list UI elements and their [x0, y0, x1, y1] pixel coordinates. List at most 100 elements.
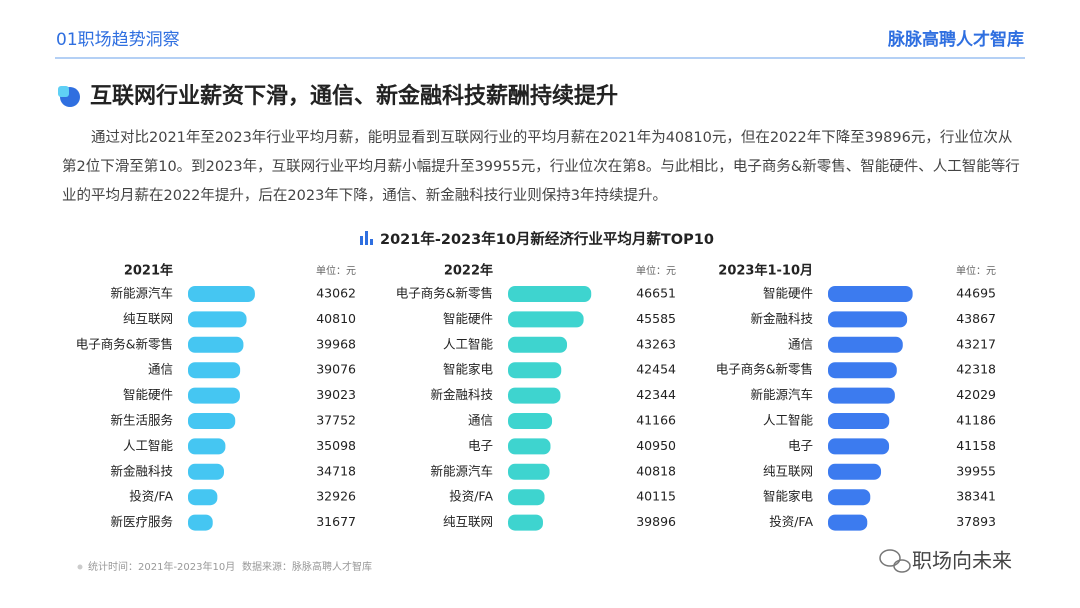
category-label: 纯互联网: [443, 514, 493, 529]
watermark: 职场向未来: [912, 549, 1012, 573]
category-label: 智能硬件: [763, 286, 813, 301]
value-label: 37752: [316, 413, 356, 428]
value-label: 34718: [316, 463, 356, 478]
category-label: 电子商务&新零售: [716, 362, 813, 377]
bar: [828, 286, 913, 302]
bar: [828, 336, 903, 353]
value-label: 43062: [316, 286, 356, 301]
figure-icon: [360, 231, 373, 245]
category-label: 新能源汽车: [430, 463, 493, 478]
bar: [828, 514, 868, 531]
bar: [188, 489, 218, 506]
category-label: 电子商务&新零售: [396, 286, 493, 301]
bar: [188, 311, 247, 328]
value-label: 39023: [316, 387, 356, 402]
value-label: 38341: [956, 489, 996, 504]
unit-label: 单位：元: [316, 264, 356, 277]
value-label: 32926: [316, 489, 356, 504]
bar: [188, 286, 255, 302]
value-label: 42344: [636, 387, 676, 402]
footnote-dot: [77, 564, 83, 570]
category-label: 智能硬件: [443, 311, 493, 326]
value-label: 37893: [956, 514, 996, 529]
footnote-time: 统计时间：2021年-2023年10月: [88, 560, 235, 573]
bar: [828, 489, 871, 506]
value-label: 35098: [316, 438, 356, 453]
panel-title: 2023年1-10月: [718, 263, 813, 279]
value-label: 39955: [956, 463, 996, 478]
bar: [508, 489, 545, 506]
bar: [508, 438, 551, 455]
value-label: 41166: [636, 413, 676, 428]
category-label: 纯互联网: [123, 311, 173, 326]
value-label: 39968: [316, 336, 356, 351]
bar: [508, 311, 584, 328]
section-label: 01职场趋势洞察: [56, 30, 180, 50]
bar: [188, 438, 226, 455]
value-label: 45585: [636, 311, 676, 326]
panel-title: 2021年: [124, 263, 173, 279]
value-label: 39076: [316, 362, 356, 377]
value-label: 42318: [956, 362, 996, 377]
category-label: 新能源汽车: [750, 387, 813, 402]
bar: [188, 413, 236, 429]
watermark-icon: [879, 549, 911, 573]
bar: [188, 362, 241, 379]
bar: [188, 387, 240, 404]
bar: [188, 514, 213, 531]
bar: [828, 362, 897, 379]
bar: [508, 387, 561, 404]
category-label: 新生活服务: [110, 413, 173, 428]
category-label: 智能家电: [763, 489, 814, 504]
brand: 脉脉高聘人才智库: [887, 29, 1024, 50]
category-label: 投资/FA: [769, 514, 813, 529]
category-label: 通信: [468, 413, 493, 428]
value-label: 39896: [636, 514, 676, 529]
value-label: 46651: [636, 286, 676, 301]
headline-icon: [58, 86, 80, 107]
category-label: 新金融科技: [750, 311, 813, 326]
bar: [508, 413, 553, 429]
value-label: 43263: [636, 336, 676, 351]
value-label: 44695: [956, 286, 996, 301]
bar: [188, 336, 244, 353]
bar: [828, 311, 908, 328]
category-label: 投资/FA: [449, 489, 493, 504]
paragraph: 通过对比2021年至2023年行业平均月薪，能明显看到互联网行业的平均月薪在20…: [62, 130, 1020, 204]
category-label: 电子: [468, 438, 493, 453]
category-label: 智能家电: [443, 362, 494, 377]
bar: [828, 387, 895, 404]
bar: [508, 336, 568, 353]
headline: 互联网行业薪资下滑，通信、新金融科技薪酬持续提升: [90, 83, 618, 109]
bar: [828, 438, 890, 455]
category-label: 新金融科技: [110, 463, 173, 478]
bar: [508, 463, 550, 480]
category-label: 电子商务&新零售: [76, 336, 173, 351]
value-label: 40818: [636, 463, 676, 478]
value-label: 40115: [636, 489, 676, 504]
category-label: 新金融科技: [430, 387, 493, 402]
category-label: 通信: [148, 362, 173, 377]
footnote-source: 数据来源：脉脉高聘人才智库: [242, 560, 372, 573]
category-label: 电子: [788, 438, 813, 453]
unit-label: 单位：元: [956, 264, 996, 277]
bar: [828, 413, 890, 429]
unit-label: 单位：元: [636, 264, 676, 277]
category-label: 人工智能: [763, 413, 814, 428]
figure-title: 2021年-2023年10月新经济行业平均月薪TOP10: [380, 230, 714, 248]
value-label: 41186: [956, 413, 996, 428]
bar: [828, 463, 882, 480]
category-label: 投资/FA: [129, 489, 173, 504]
value-label: 43867: [956, 311, 996, 326]
category-label: 智能硬件: [123, 387, 173, 402]
value-label: 41158: [956, 438, 996, 453]
value-label: 40810: [316, 311, 356, 326]
value-label: 40950: [636, 438, 676, 453]
category-label: 新能源汽车: [110, 286, 173, 301]
category-label: 新医疗服务: [110, 514, 173, 529]
value-label: 42454: [636, 362, 676, 377]
panel-title: 2022年: [444, 263, 493, 279]
bar: [508, 286, 592, 302]
